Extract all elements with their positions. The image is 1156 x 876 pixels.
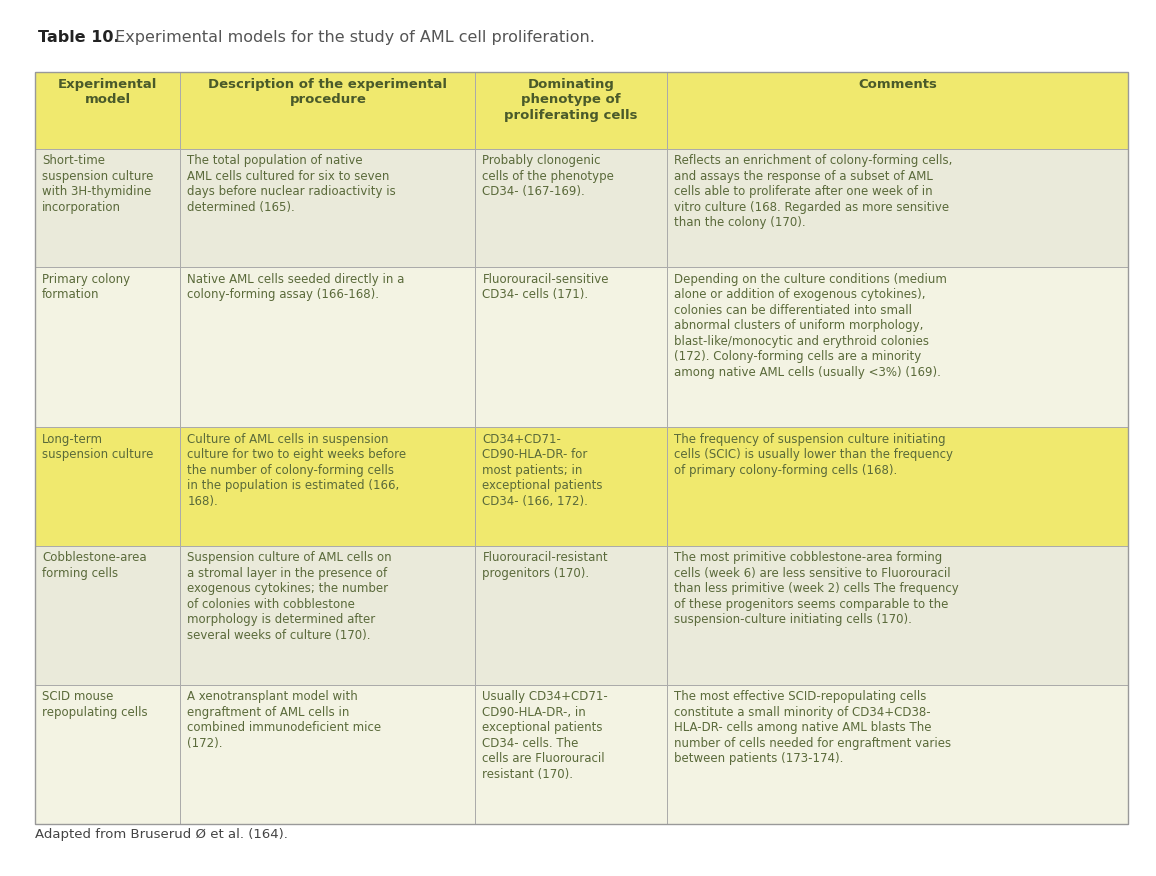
Bar bbox=[667, 685, 1128, 824]
Bar bbox=[35, 546, 180, 685]
Bar bbox=[667, 72, 1128, 149]
Text: Experimental models for the study of AML cell proliferation.: Experimental models for the study of AML… bbox=[110, 30, 595, 45]
Text: The most primitive cobblestone-area forming
cells (week 6) are less sensitive to: The most primitive cobblestone-area form… bbox=[674, 551, 958, 626]
Text: A xenotransplant model with
engraftment of AML cells in
combined immunodeficient: A xenotransplant model with engraftment … bbox=[187, 690, 381, 750]
Text: Depending on the culture conditions (medium
alone or addition of exogenous cytok: Depending on the culture conditions (med… bbox=[674, 272, 947, 378]
Text: Table 10.: Table 10. bbox=[38, 30, 119, 45]
Text: SCID mouse
repopulating cells: SCID mouse repopulating cells bbox=[42, 690, 148, 719]
Text: Fluorouracil-sensitive
CD34- cells (171).: Fluorouracil-sensitive CD34- cells (171)… bbox=[482, 272, 609, 301]
Text: Comments: Comments bbox=[858, 78, 936, 90]
Text: The total population of native
AML cells cultured for six to seven
days before n: The total population of native AML cells… bbox=[187, 154, 397, 214]
Text: The frequency of suspension culture initiating
cells (SCIC) is usually lower tha: The frequency of suspension culture init… bbox=[674, 433, 953, 477]
Text: Native AML cells seeded directly in a
colony-forming assay (166-168).: Native AML cells seeded directly in a co… bbox=[187, 272, 405, 301]
Text: Experimental
model: Experimental model bbox=[58, 78, 157, 106]
Text: Dominating
phenotype of
proliferating cells: Dominating phenotype of proliferating ce… bbox=[504, 78, 638, 122]
Bar bbox=[35, 685, 180, 824]
Bar bbox=[180, 546, 475, 685]
Bar bbox=[667, 546, 1128, 685]
Bar bbox=[475, 685, 667, 824]
Bar bbox=[475, 72, 667, 149]
Bar bbox=[180, 72, 475, 149]
Text: Description of the experimental
procedure: Description of the experimental procedur… bbox=[208, 78, 447, 106]
Text: Probably clonogenic
cells of the phenotype
CD34- (167-169).: Probably clonogenic cells of the phenoty… bbox=[482, 154, 614, 198]
Bar bbox=[475, 149, 667, 267]
Bar bbox=[180, 267, 475, 427]
Bar bbox=[475, 546, 667, 685]
Bar bbox=[180, 685, 475, 824]
Bar bbox=[35, 72, 1128, 824]
Text: Usually CD34+CD71-
CD90-HLA-DR-, in
exceptional patients
CD34- cells. The
cells : Usually CD34+CD71- CD90-HLA-DR-, in exce… bbox=[482, 690, 608, 781]
Text: Reflects an enrichment of colony-forming cells,
and assays the response of a sub: Reflects an enrichment of colony-forming… bbox=[674, 154, 953, 230]
Text: Long-term
suspension culture: Long-term suspension culture bbox=[42, 433, 154, 462]
Text: Short-time
suspension culture
with 3H-thymidine
incorporation: Short-time suspension culture with 3H-th… bbox=[42, 154, 154, 214]
Bar bbox=[667, 427, 1128, 546]
Bar bbox=[475, 427, 667, 546]
Bar bbox=[180, 427, 475, 546]
Text: Cobblestone-area
forming cells: Cobblestone-area forming cells bbox=[42, 551, 147, 580]
Text: The most effective SCID-repopulating cells
constitute a small minority of CD34+C: The most effective SCID-repopulating cel… bbox=[674, 690, 951, 766]
Text: Suspension culture of AML cells on
a stromal layer in the presence of
exogenous : Suspension culture of AML cells on a str… bbox=[187, 551, 392, 641]
Bar bbox=[35, 427, 180, 546]
Bar bbox=[667, 149, 1128, 267]
Text: Primary colony
formation: Primary colony formation bbox=[42, 272, 131, 301]
Text: Adapted from Bruserud Ø et al. (164).: Adapted from Bruserud Ø et al. (164). bbox=[35, 828, 288, 841]
Bar bbox=[180, 149, 475, 267]
Bar bbox=[667, 267, 1128, 427]
Bar bbox=[475, 267, 667, 427]
Bar bbox=[35, 267, 180, 427]
Bar bbox=[35, 149, 180, 267]
Text: CD34+CD71-
CD90-HLA-DR- for
most patients; in
exceptional patients
CD34- (166, 1: CD34+CD71- CD90-HLA-DR- for most patient… bbox=[482, 433, 603, 508]
Text: Fluorouracil-resistant
progenitors (170).: Fluorouracil-resistant progenitors (170)… bbox=[482, 551, 608, 580]
Text: Culture of AML cells in suspension
culture for two to eight weeks before
the num: Culture of AML cells in suspension cultu… bbox=[187, 433, 407, 508]
Bar bbox=[35, 72, 180, 149]
